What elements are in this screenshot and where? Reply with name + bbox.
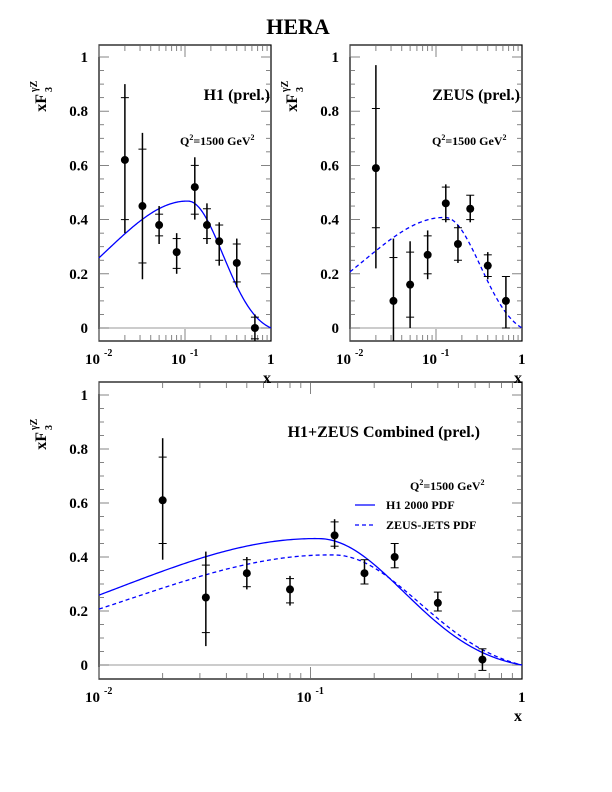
y-axis-label-base: xF bbox=[33, 432, 50, 450]
y-tick-label: 0.8 bbox=[69, 104, 88, 120]
x-tick-label: 1 bbox=[518, 352, 526, 368]
panel-zeus: 0 0.2 0.4 0.6 0.8 1 10 -2 10 -1 1 x xF 3 γZ ZEUS (prel.… bbox=[280, 44, 526, 387]
x-tick-exponent: -2 bbox=[104, 686, 112, 697]
y-tick-label: 0.4 bbox=[320, 213, 339, 229]
y-axis-label-sub: 3 bbox=[295, 87, 306, 92]
x-tick-exponent: -1 bbox=[441, 348, 449, 359]
y-tick-label: 0.4 bbox=[69, 550, 88, 566]
x-tick-label: 10 bbox=[85, 352, 100, 368]
x-axis-label: x bbox=[263, 370, 271, 387]
y-axis-label-sup: γZ bbox=[280, 80, 291, 93]
q2-annotation: Q2=1500 GeV2 bbox=[410, 478, 485, 493]
page-title: HERA bbox=[266, 14, 330, 39]
h1-2000-pdf-curve bbox=[98, 537, 523, 666]
panel-title: H1+ZEUS Combined (prel.) bbox=[288, 424, 480, 441]
data-point bbox=[215, 237, 224, 246]
x-tick-label: 10 bbox=[297, 690, 312, 706]
y-tick-label: 0.4 bbox=[69, 213, 88, 229]
x-tick-label: 10 bbox=[422, 352, 437, 368]
x-tick-label: 10 bbox=[85, 690, 100, 706]
q2-annotation: Q2=1500 GeV2 bbox=[432, 133, 507, 148]
x-tick-label: 1 bbox=[267, 352, 275, 368]
y-axis-label: xF 3 γZ bbox=[29, 418, 55, 449]
x-tick-exponent: -1 bbox=[316, 686, 324, 697]
legend-label: ZEUS-JETS PDF bbox=[386, 518, 476, 532]
data-point bbox=[158, 496, 167, 505]
y-tick-label: 1 bbox=[81, 50, 89, 66]
zeus-jets-pdf-curve bbox=[98, 554, 523, 666]
y-tick-label: 0.2 bbox=[320, 267, 339, 283]
x-tick-label: 10 bbox=[336, 352, 351, 368]
zeus-jets-pdf-curve bbox=[349, 216, 523, 329]
data-point bbox=[390, 553, 399, 561]
data-point bbox=[453, 239, 462, 248]
data-point bbox=[155, 221, 164, 230]
data-point bbox=[441, 199, 450, 208]
y-tick-label: 0.2 bbox=[69, 267, 88, 283]
y-axis-label-sup: γZ bbox=[29, 418, 40, 431]
data-point bbox=[371, 164, 380, 173]
x-tick-label: 1 bbox=[518, 690, 526, 706]
y-tick-label: 0.6 bbox=[69, 496, 88, 512]
data-point bbox=[483, 261, 492, 270]
h1-2000-pdf-curve bbox=[98, 200, 272, 329]
legend-label: H1 2000 PDF bbox=[386, 498, 455, 512]
y-axis-label-base: xF bbox=[33, 94, 50, 112]
y-axis-label-sub: 3 bbox=[44, 87, 55, 92]
y-tick-label: 0 bbox=[81, 658, 89, 674]
data-point bbox=[501, 296, 510, 305]
y-axis-label: xF 3 γZ bbox=[29, 80, 55, 111]
y-axis-label-base: xF bbox=[284, 94, 301, 112]
y-tick-label: 0.6 bbox=[69, 158, 88, 174]
y-tick-label: 0 bbox=[332, 321, 340, 337]
data-point bbox=[250, 324, 259, 332]
y-tick-label: 1 bbox=[81, 388, 89, 404]
panel-combined: 0 0.2 0.4 0.6 0.8 1 10 -2 10 -1 1 x xF 3 γZ H1+ZEUS Com… bbox=[29, 381, 526, 725]
data-point bbox=[172, 248, 181, 257]
y-tick-label: 0.8 bbox=[320, 104, 339, 120]
x-tick-exponent: -2 bbox=[104, 348, 112, 359]
data-point bbox=[478, 655, 487, 664]
data-point bbox=[202, 221, 211, 230]
y-tick-label: 0 bbox=[81, 321, 89, 337]
panel-title: H1 (prel.) bbox=[204, 87, 270, 104]
data-point bbox=[423, 250, 432, 259]
data-point bbox=[242, 569, 251, 578]
y-tick-label: 0.6 bbox=[320, 158, 339, 174]
data-point bbox=[120, 155, 129, 164]
y-tick-label: 0.2 bbox=[69, 604, 88, 620]
y-tick-label: 1 bbox=[332, 50, 340, 66]
y-tick-label: 0.8 bbox=[69, 442, 88, 458]
x-axis-label: x bbox=[514, 708, 522, 725]
data-point bbox=[389, 296, 398, 305]
panel-h1: 0 0.2 0.4 0.6 0.8 1 10 -2 10 -1 1 x xF 3 γZ H1 (prel.) Q… bbox=[29, 44, 275, 387]
y-axis-label-sub: 3 bbox=[44, 425, 55, 430]
data-point bbox=[406, 280, 415, 289]
data-point bbox=[330, 531, 339, 540]
x-tick-exponent: -2 bbox=[355, 348, 363, 359]
data-point bbox=[201, 593, 210, 602]
data-point bbox=[190, 183, 199, 192]
data-point bbox=[232, 258, 241, 267]
y-axis-label: xF 3 γZ bbox=[280, 80, 306, 111]
x-tick-exponent: -1 bbox=[190, 348, 198, 359]
data-point bbox=[360, 569, 369, 578]
data-point bbox=[433, 598, 442, 607]
y-axis-label-sup: γZ bbox=[29, 80, 40, 93]
q2-annotation: Q2=1500 GeV2 bbox=[180, 133, 255, 148]
x-tick-label: 10 bbox=[171, 352, 186, 368]
data-point bbox=[286, 585, 295, 594]
x-axis-label: x bbox=[514, 370, 522, 387]
data-point bbox=[466, 204, 475, 213]
data-point bbox=[138, 202, 147, 211]
panel-title: ZEUS (prel.) bbox=[432, 87, 520, 104]
